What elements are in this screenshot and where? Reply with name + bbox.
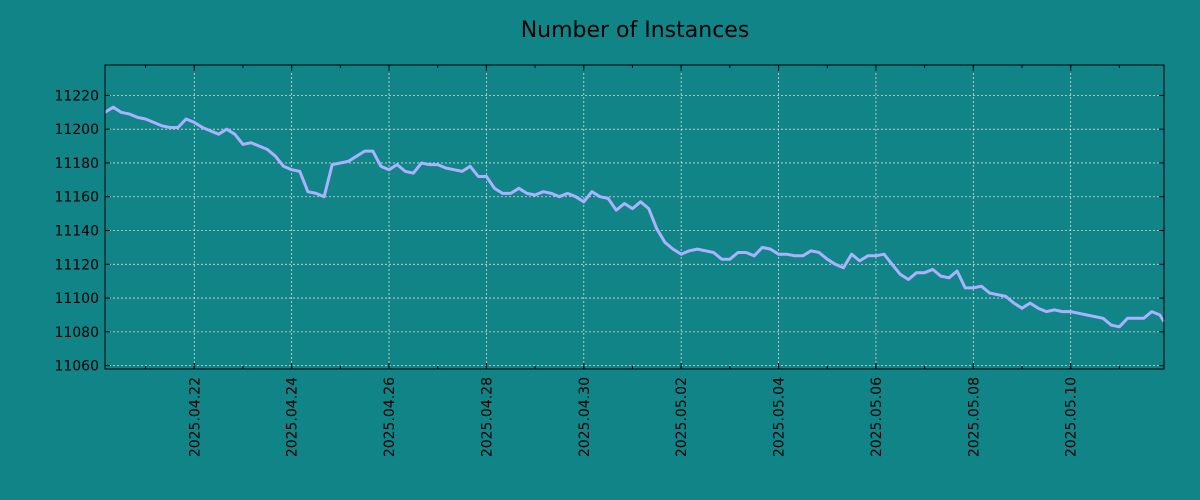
plot-area bbox=[104, 64, 1165, 370]
x-axis: 2025.04.22 2025.04.24 2025.04.26 2025.04.28… bbox=[145, 65, 1120, 457]
x-tick-label: 2025.04.24 bbox=[285, 377, 301, 457]
y-axis: 11060 11080 11100 11120 11140 11160 11180 11200… bbox=[54, 88, 1164, 375]
y-tick-label: 11180 bbox=[54, 156, 99, 172]
x-tick-label: 2025.05.04 bbox=[772, 377, 788, 457]
x-tick-label: 2025.05.10 bbox=[1064, 377, 1080, 457]
y-tick-label: 11220 bbox=[54, 88, 99, 104]
x-tick-label: 2025.04.28 bbox=[479, 377, 495, 457]
grid bbox=[105, 65, 1164, 369]
y-tick-label: 11200 bbox=[54, 122, 99, 138]
chart-title: Number of Instances bbox=[521, 18, 750, 43]
x-tick-label: 2025.05.08 bbox=[966, 377, 982, 457]
y-tick-label: 11120 bbox=[54, 257, 99, 273]
x-tick-label: 2025.04.26 bbox=[382, 377, 398, 457]
series-line bbox=[104, 105, 1166, 329]
x-tick-label: 2025.05.02 bbox=[674, 377, 690, 457]
y-tick-label: 11140 bbox=[54, 224, 99, 240]
x-tick-label: 2025.05.06 bbox=[869, 377, 885, 457]
y-tick-label: 11080 bbox=[54, 325, 99, 341]
y-tick-label: 11100 bbox=[54, 291, 99, 307]
y-tick-label: 11160 bbox=[54, 190, 99, 206]
x-tick-label: 2025.04.30 bbox=[577, 377, 593, 457]
y-tick-label: 11060 bbox=[54, 359, 99, 375]
x-tick-label: 2025.04.22 bbox=[187, 377, 203, 457]
